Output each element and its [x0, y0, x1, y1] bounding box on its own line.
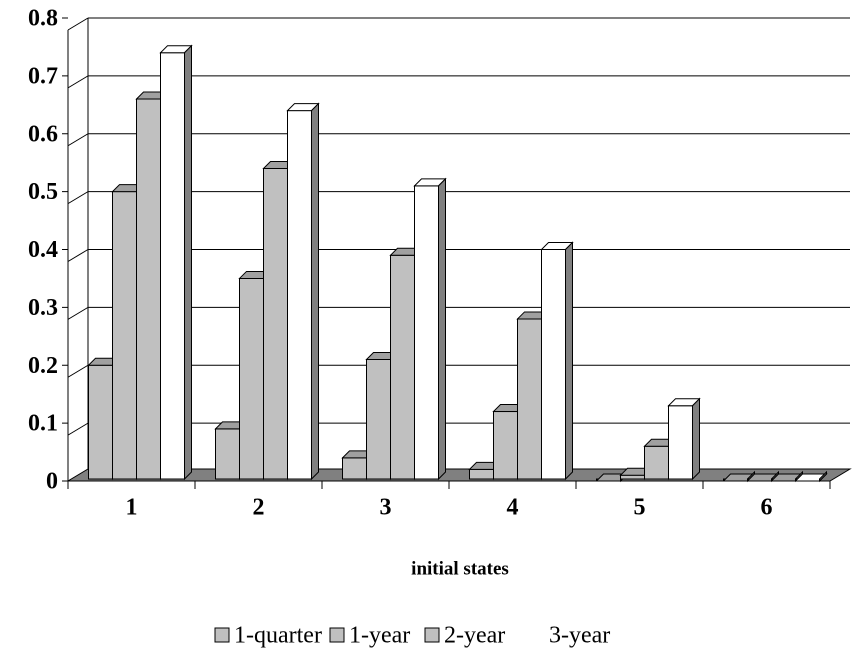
bar-front — [390, 254, 415, 480]
grid-line — [67, 422, 89, 436]
x-tick-label: 1 — [126, 495, 138, 521]
y-tick-label: 0.3 — [28, 295, 58, 321]
grid-line — [67, 306, 89, 320]
legend-label: 2-year — [444, 623, 505, 649]
x-tick-label: 3 — [380, 495, 392, 521]
bar-front — [644, 445, 669, 480]
grid-line — [67, 191, 89, 205]
x-tick-label: 4 — [507, 495, 519, 521]
y-tick-label: 0.8 — [28, 6, 58, 32]
legend-swatch — [214, 627, 230, 643]
y-tick-label: 0.1 — [28, 411, 58, 437]
grid-line — [67, 133, 89, 147]
y-tick-label: 0.4 — [28, 237, 58, 263]
legend-swatch — [424, 627, 440, 643]
y-tick-label: 0.5 — [28, 179, 58, 205]
x-tick-label: 5 — [634, 495, 646, 521]
y-tick-label: 0.7 — [28, 63, 58, 89]
bar-front — [342, 457, 367, 480]
x-tick-label: 6 — [761, 495, 773, 521]
x-tick-label: 2 — [253, 495, 265, 521]
bar-front — [263, 167, 288, 480]
bar-side — [184, 44, 192, 481]
bar-side — [438, 177, 446, 481]
bar-front — [517, 318, 542, 480]
bar-front — [414, 185, 439, 480]
bar-side — [692, 397, 700, 481]
bar-front — [620, 474, 645, 480]
bar-front — [668, 405, 693, 480]
grid-line — [67, 364, 89, 378]
bar-front — [469, 468, 494, 480]
y-tick-label: 0 — [46, 469, 58, 495]
legend-label: 3-year — [549, 623, 610, 649]
legend-label: 1-quarter — [234, 623, 322, 649]
grid-line — [67, 75, 89, 89]
bar-front — [160, 52, 185, 480]
grid-line — [67, 17, 89, 31]
bar-side — [311, 102, 319, 481]
x-axis-title: initial states — [411, 558, 509, 579]
bar-side — [819, 470, 827, 483]
bar-front — [136, 98, 161, 480]
bar-front — [541, 249, 566, 480]
bar-front — [112, 191, 137, 480]
legend-label: 1-year — [349, 623, 410, 649]
bar-front — [239, 277, 264, 480]
grid-line — [67, 249, 89, 262]
bar-front — [366, 358, 391, 480]
bar-front — [493, 411, 518, 480]
bar-side — [565, 241, 573, 481]
bar-front — [287, 110, 312, 480]
bar-front — [215, 428, 240, 480]
bar-front — [88, 364, 113, 480]
y-tick-label: 0.6 — [28, 121, 58, 147]
legend-swatch — [329, 627, 345, 643]
y-tick-label: 0.2 — [28, 353, 58, 379]
legend-swatch — [529, 627, 545, 643]
